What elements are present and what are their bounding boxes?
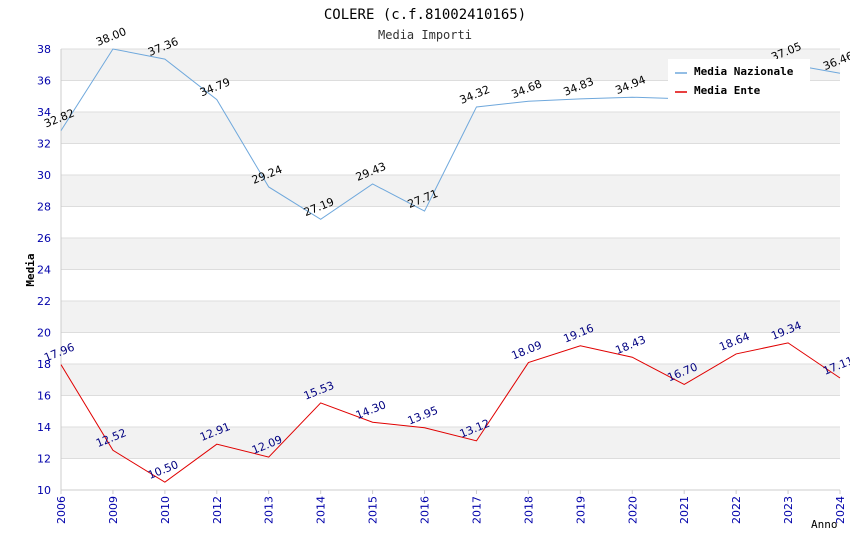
- y-tick-label: 26: [37, 232, 51, 245]
- chart-title: COLERE (c.f.81002410165): [324, 7, 526, 23]
- x-tick-label: 2024: [834, 496, 847, 524]
- x-tick-labels: 2006 2009 2010 2012 2013 2014 2015 2016 2017 2018…: [55, 496, 847, 524]
- y-tick-label: 30: [37, 169, 51, 182]
- y-tick-label: 18: [37, 358, 51, 371]
- data-label: 17.96: [42, 341, 76, 365]
- x-tick-label: 2012: [211, 496, 224, 524]
- data-label: 18.64: [717, 330, 751, 354]
- background-bands: [61, 49, 840, 459]
- x-tick-label: 2020: [626, 496, 639, 524]
- data-label: 38.00: [94, 25, 128, 49]
- y-tick-label: 36: [37, 75, 51, 88]
- legend-label-nazionale: Media Nazionale: [694, 65, 794, 78]
- y-tick-label: 14: [37, 421, 51, 434]
- x-tick-label: 2021: [678, 496, 691, 524]
- y-tick-label: 28: [37, 201, 51, 214]
- data-label: 18.43: [614, 333, 648, 357]
- data-label: 13.95: [406, 404, 440, 428]
- y-tick-label: 32: [37, 138, 51, 151]
- legend-label-ente: Media Ente: [694, 84, 761, 97]
- legend-box: [668, 59, 810, 101]
- y-tick-label: 16: [37, 390, 51, 403]
- x-tick-label: 2019: [574, 496, 587, 524]
- x-tick-label: 2009: [107, 496, 120, 524]
- y-tick-label: 22: [37, 295, 51, 308]
- grid-lines: [61, 48, 840, 491]
- x-axis-label: Anno: [811, 518, 838, 531]
- x-tick-label: 2014: [315, 496, 328, 524]
- data-label: 10.50: [146, 458, 180, 482]
- grid-band: [61, 364, 840, 396]
- series-line-ente: [60, 342, 841, 483]
- legend: Media Nazionale Media Ente: [668, 59, 810, 101]
- x-tick-label: 2018: [522, 496, 535, 524]
- data-label: 34.32: [458, 83, 492, 107]
- x-tick-label: 2015: [367, 496, 380, 524]
- x-tick-label: 2022: [730, 496, 743, 524]
- x-tick-label: 2023: [782, 496, 795, 524]
- x-tick-label: 2017: [470, 496, 483, 524]
- grid-band: [61, 427, 840, 459]
- chart-subtitle: Media Importi: [378, 28, 472, 42]
- y-tick-label: 34: [37, 106, 51, 119]
- grid-band: [61, 301, 840, 333]
- y-tick-labels: 10 12 14 16 18 20 22 24 26 28 30 32 34 36 38: [37, 43, 51, 497]
- x-tick-label: 2016: [419, 496, 432, 524]
- x-tick-label: 2006: [55, 496, 68, 524]
- y-tick-label: 20: [37, 327, 51, 340]
- grid-band: [61, 112, 840, 144]
- y-tick-label: 38: [37, 43, 51, 56]
- y-tick-label: 24: [37, 264, 51, 277]
- data-label: 14.30: [354, 398, 388, 422]
- y-axis-label: Media: [24, 253, 37, 286]
- y-tick-label: 10: [37, 484, 51, 497]
- axes: [60, 49, 841, 494]
- x-tick-label: 2010: [159, 496, 172, 524]
- grid-band: [61, 175, 840, 207]
- grid-band: [61, 238, 840, 270]
- x-tick-label: 2013: [263, 496, 276, 524]
- y-tick-label: 12: [37, 453, 51, 466]
